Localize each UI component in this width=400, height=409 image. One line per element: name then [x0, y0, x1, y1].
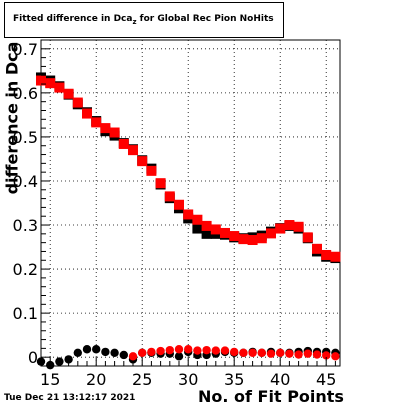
y-tick-label: 0.6: [13, 84, 38, 103]
data-point: [247, 235, 258, 246]
y-tick-label: 0.5: [13, 128, 38, 147]
axes: 15 20 25 30 35 40 45 0 0.1 0.2 0.3 0.4 0.5 0.6 0.7: [13, 39, 336, 389]
data-point: [174, 345, 184, 354]
data-point: [201, 228, 212, 239]
x-axis-label: No. of Fit Points: [198, 387, 344, 406]
data-point: [266, 228, 276, 239]
data-point: [275, 223, 286, 234]
x-tick-label: 30: [178, 370, 198, 389]
data-point: [36, 75, 46, 86]
chart-title: Fitted difference in Dcaz for Global Rec…: [13, 14, 274, 26]
data-point: [165, 345, 174, 355]
data-point: [109, 127, 120, 138]
data-point: [110, 348, 119, 357]
y-tick-label: 0: [28, 348, 38, 367]
data-point: [284, 220, 295, 231]
data-point: [294, 350, 303, 359]
data-point: [202, 345, 211, 355]
data-point: [293, 221, 304, 232]
data-point: [92, 345, 101, 354]
data-point: [312, 243, 322, 254]
data-point: [164, 191, 175, 202]
plot-frame: [40, 39, 341, 367]
data-point: [119, 350, 128, 360]
y-tick-label: 0.2: [13, 260, 38, 279]
data-point: [331, 352, 340, 361]
data-point: [146, 165, 157, 176]
data-point: [201, 220, 212, 231]
data-point: [193, 346, 202, 355]
data-point: [229, 231, 240, 242]
data-point: [220, 346, 230, 355]
data-point: [128, 145, 138, 156]
chart-title-box: Fitted difference in Dcaz for Global Rec…: [4, 2, 284, 38]
data-point: [72, 97, 83, 108]
data-point: [147, 347, 156, 357]
data-point: [128, 352, 138, 361]
data-point: [63, 88, 74, 99]
x-tick-label: 35: [224, 370, 244, 389]
data-point: [257, 348, 266, 357]
data-point: [230, 347, 239, 357]
data-point: [321, 249, 332, 260]
data-point: [64, 355, 73, 364]
series-1: [36, 75, 341, 262]
y-axis-label: difference in Dca: [2, 41, 22, 195]
x-tick-label: 25: [132, 370, 152, 389]
data-point: [302, 232, 313, 243]
data-point: [137, 156, 148, 167]
y-tick-label: 0.4: [13, 172, 38, 191]
data-point: [192, 214, 203, 225]
x-tick-label: 40: [270, 370, 290, 389]
x-tick-label: 45: [316, 370, 336, 389]
data-point: [248, 348, 257, 357]
data-point: [322, 351, 331, 360]
x-tick-label: 20: [86, 370, 106, 389]
data-point: [45, 78, 56, 89]
data-points: [36, 72, 341, 370]
data-point: [211, 346, 220, 355]
data-point: [100, 123, 111, 134]
timestamp: Tue Dec 21 13:12:17 2021: [4, 393, 136, 403]
data-point: [155, 178, 166, 189]
data-point: [54, 82, 65, 93]
data-point: [82, 345, 92, 354]
data-point: [118, 138, 129, 149]
data-point: [184, 345, 193, 354]
data-point: [220, 227, 230, 238]
y-tick-label: 0.7: [13, 40, 38, 59]
data-point: [174, 352, 184, 361]
data-point: [330, 251, 341, 262]
data-point: [192, 223, 203, 234]
series-3: [128, 345, 340, 361]
y-tick-label: 0.3: [13, 216, 38, 235]
data-point: [239, 348, 248, 357]
data-point: [73, 348, 83, 357]
data-point: [82, 108, 92, 119]
data-point: [266, 349, 276, 358]
y-tick-label: 0.1: [13, 304, 38, 323]
data-point: [285, 349, 294, 358]
x-tick-label: 15: [40, 370, 60, 389]
data-point: [138, 348, 147, 357]
data-point: [210, 224, 221, 235]
data-point: [174, 199, 184, 210]
data-point: [312, 350, 322, 359]
data-point: [183, 209, 194, 220]
data-point: [238, 234, 249, 245]
data-point: [101, 347, 110, 357]
data-point: [256, 233, 267, 244]
data-point: [276, 348, 285, 357]
data-point: [91, 117, 102, 128]
data-point: [156, 346, 165, 356]
data-point: [303, 349, 312, 358]
